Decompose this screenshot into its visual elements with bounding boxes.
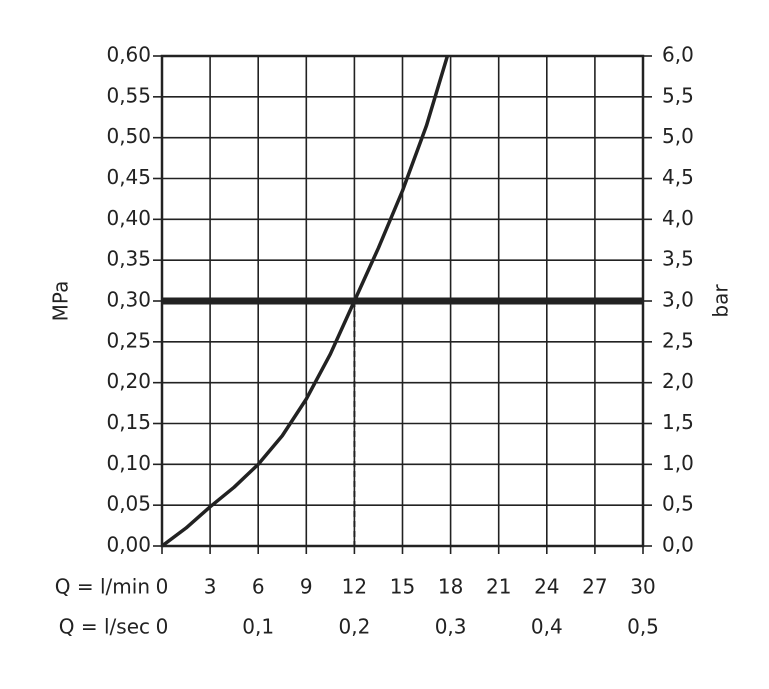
y2-tick-label: 0,0 bbox=[662, 533, 694, 557]
x2-axis-label: Q = l/sec bbox=[59, 615, 150, 639]
y-tick-label: 0,05 bbox=[106, 492, 151, 516]
x-tick-label: 15 bbox=[390, 575, 415, 599]
y2-tick-label: 3,5 bbox=[662, 247, 694, 271]
y2-tick-label: 5,5 bbox=[662, 83, 694, 107]
y2-tick-label: 1,5 bbox=[662, 410, 694, 434]
x2-tick-label: 0,1 bbox=[242, 615, 274, 639]
y2-tick-label: 6,0 bbox=[662, 43, 694, 67]
x-tick-label: 21 bbox=[486, 575, 511, 599]
y2-axis-label: bar bbox=[709, 284, 733, 318]
y2-tick-label: 3,0 bbox=[662, 288, 694, 312]
x-tick-label: 6 bbox=[252, 575, 265, 599]
y-tick-label: 0,15 bbox=[106, 410, 151, 434]
x-tick-label: 27 bbox=[582, 575, 607, 599]
x-tick-label: 12 bbox=[342, 575, 367, 599]
x-tick-label: 18 bbox=[438, 575, 463, 599]
x2-tick-label: 0,3 bbox=[435, 615, 467, 639]
x-tick-label: 3 bbox=[204, 575, 217, 599]
y2-tick-label: 5,0 bbox=[662, 124, 694, 148]
x2-tick-label: 0,4 bbox=[531, 615, 563, 639]
y-tick-label: 0,50 bbox=[106, 124, 151, 148]
y-tick-label: 0,00 bbox=[106, 533, 151, 557]
y-tick-label: 0,55 bbox=[106, 83, 151, 107]
x2-tick-label: 0 bbox=[156, 615, 169, 639]
x-tick-label: 30 bbox=[630, 575, 655, 599]
y-tick-label: 0,30 bbox=[106, 288, 151, 312]
y-tick-label: 0,10 bbox=[106, 451, 151, 475]
curve bbox=[160, 55, 450, 548]
x-tick-label: 24 bbox=[534, 575, 559, 599]
x2-tick-label: 0,2 bbox=[338, 615, 370, 639]
y-tick-label: 0,35 bbox=[106, 247, 151, 271]
x-tick-label: 0 bbox=[156, 575, 169, 599]
y2-tick-label: 4,0 bbox=[662, 206, 694, 230]
y-tick-label: 0,45 bbox=[106, 165, 151, 189]
y-tick-label: 0,20 bbox=[106, 369, 151, 393]
y-tick-label: 0,25 bbox=[106, 328, 151, 352]
x-axis-label: Q = l/min bbox=[55, 575, 150, 599]
y2-tick-label: 4,5 bbox=[662, 165, 694, 189]
y2-tick-label: 0,5 bbox=[662, 492, 694, 516]
y2-tick-label: 1,0 bbox=[662, 451, 694, 475]
y-tick-label: 0,60 bbox=[106, 43, 151, 67]
y2-tick-label: 2,5 bbox=[662, 328, 694, 352]
y-axis-label: MPa bbox=[49, 281, 73, 322]
x-tick-label: 9 bbox=[300, 575, 313, 599]
y2-tick-label: 2,0 bbox=[662, 369, 694, 393]
y-tick-label: 0,40 bbox=[106, 206, 151, 230]
x2-tick-label: 0,5 bbox=[627, 615, 659, 639]
